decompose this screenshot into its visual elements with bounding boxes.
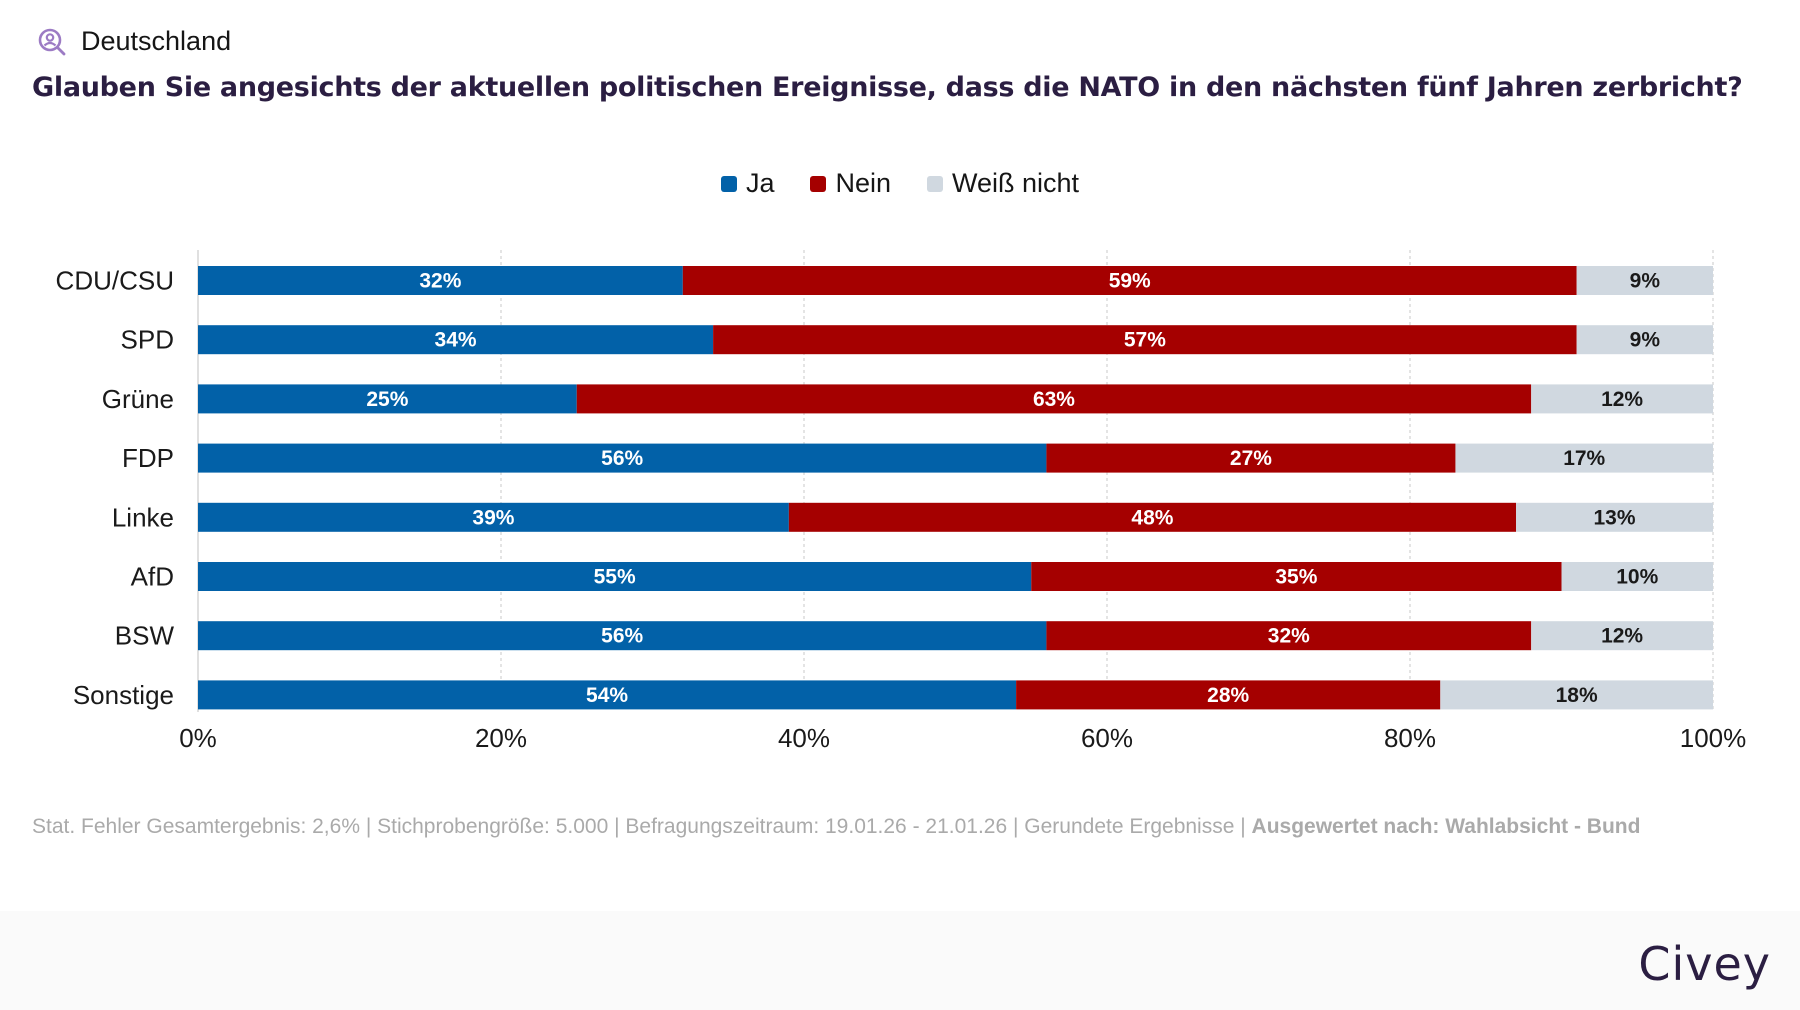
category-label: Linke [112,502,174,532]
user-search-icon [38,28,66,55]
bar-segment[interactable] [1031,562,1562,591]
bar-segment[interactable] [1561,562,1714,591]
legend-item-weiss-nicht[interactable]: Weiß nicht [927,168,1079,199]
legend-label: Ja [745,168,775,198]
footnote-bold: Ausgewertet nach: Wahlabsicht - Bund [1251,815,1641,838]
bar-segment[interactable] [198,680,1017,710]
bar-segment[interactable] [198,384,577,414]
data-label: 9% [1630,329,1661,352]
x-tick-label: 100% [1680,723,1747,753]
category-label: SPD [121,325,174,355]
legend-label: Weiß nicht [952,168,1080,198]
bar-segment[interactable] [1516,502,1713,532]
data-label: 57% [1124,329,1166,352]
civey-logo[interactable]: Civey [1638,937,1771,991]
category-label: BSW [115,621,175,651]
bar-segment[interactable] [1576,266,1713,295]
bar-segment[interactable] [576,384,1532,414]
bar-segment[interactable] [198,502,789,532]
data-label: 12% [1601,388,1643,411]
category-label: FDP [122,443,174,473]
data-label: 56% [601,625,643,648]
data-label: 28% [1207,684,1249,707]
bar-segment[interactable] [1455,443,1713,473]
x-tick-label: 80% [1384,723,1436,753]
data-label: 54% [586,684,628,707]
x-tick-label: 40% [778,723,830,753]
data-label: 34% [435,329,477,352]
data-label: 32% [419,270,461,293]
bar-segment[interactable] [1576,325,1713,355]
data-label: 59% [1109,270,1151,293]
data-label: 10% [1616,566,1658,589]
data-label: 17% [1563,447,1605,470]
category-label: AfD [131,562,174,592]
data-label: 39% [472,506,514,529]
bar-segment[interactable] [713,325,1577,355]
bar-segment[interactable] [1046,443,1456,473]
data-label: 27% [1230,447,1272,470]
footer: Civey [0,911,1800,1010]
region-label: Deutschland [81,26,232,56]
x-tick-label: 20% [475,723,527,753]
bar-segment[interactable] [788,502,1517,532]
legend-swatch-nein [810,175,827,192]
data-label: 9% [1630,270,1661,293]
bar-segment[interactable] [198,621,1047,651]
x-tick-label: 60% [1081,723,1133,753]
data-label: 32% [1268,625,1310,648]
bar-segment[interactable] [1440,680,1713,710]
data-label: 55% [594,566,636,589]
category-label: Grüne [102,384,174,414]
bar-segment[interactable] [198,266,683,295]
legend-swatch-weiss-nicht [927,175,943,192]
region-header: Deutschland [37,26,231,57]
data-label: 48% [1131,506,1173,529]
data-label: 12% [1601,625,1643,648]
x-tick-label: 0% [179,723,217,753]
data-label: 18% [1556,684,1598,707]
data-label: 13% [1594,506,1636,529]
footnote: Stat. Fehler Gesamtergebnis: 2,6% | Stic… [32,810,1762,844]
data-label: 63% [1033,388,1075,411]
data-label: 35% [1275,566,1317,589]
category-label: CDU/CSU [56,266,174,296]
bar-segment[interactable] [682,266,1577,295]
bar-segment[interactable] [1046,621,1532,651]
legend-label: Nein [835,168,891,198]
bar-segment[interactable] [198,443,1047,473]
legend-swatch-ja [720,175,737,192]
data-label: 56% [601,447,643,470]
bar-segment[interactable] [1531,621,1713,651]
legend-item-ja[interactable]: Ja [720,168,775,199]
chart-title: Glauben Sie angesichts der aktuellen pol… [32,72,1743,103]
data-label: 25% [366,388,408,411]
legend: Ja Nein Weiß nicht [0,168,1800,199]
footnote-text: Stat. Fehler Gesamtergebnis: 2,6% | Stic… [32,815,1252,838]
bar-segment[interactable] [1016,680,1441,710]
category-label: Sonstige [73,680,174,710]
stacked-bar-chart: 0% 20% 40% 60% 80% 100% CDU/CSU 32% 59% 9% SPD 34% 5… [56,250,1747,753]
bar-segment[interactable] [1531,384,1713,414]
legend-item-nein[interactable]: Nein [810,168,891,199]
bar-segment[interactable] [198,325,714,355]
bar-segment[interactable] [198,562,1032,591]
